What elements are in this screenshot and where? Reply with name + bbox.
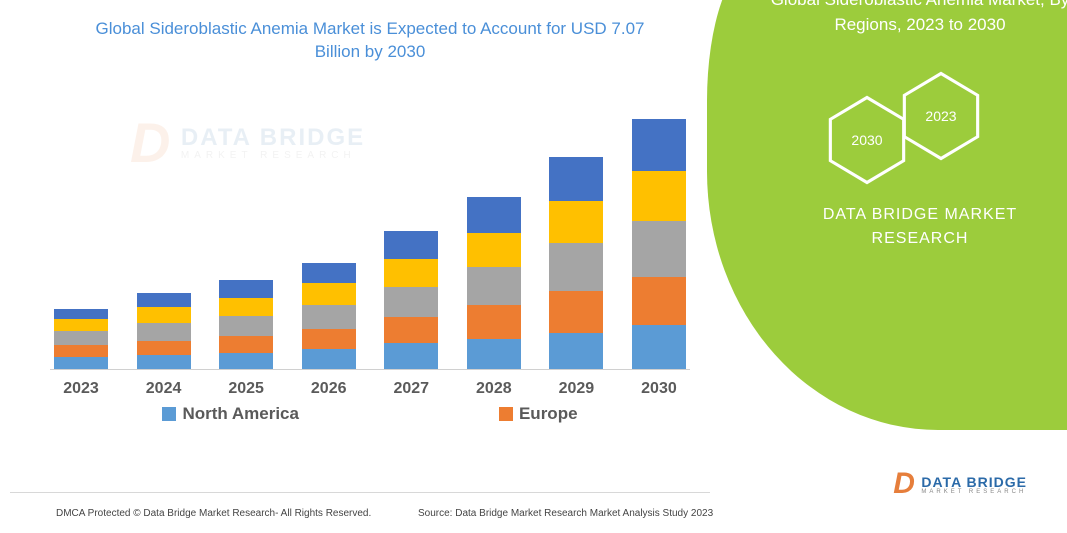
- bar-segment: [549, 291, 603, 333]
- bar-segment: [632, 221, 686, 277]
- bar-group: [219, 280, 273, 369]
- x-axis-label: 2025: [219, 380, 273, 398]
- bar-segment: [54, 345, 108, 357]
- chart-legend: North America Europe: [30, 404, 710, 424]
- logo-corner: D DATA BRIDGE MARKET RESEARCH: [893, 467, 1027, 501]
- bar-segment: [219, 336, 273, 353]
- x-axis-label: 2027: [384, 380, 438, 398]
- x-axis-label: 2024: [137, 380, 191, 398]
- bar-segment: [302, 305, 356, 329]
- footer-copyright: DMCA Protected © Data Bridge Market Rese…: [56, 508, 371, 519]
- x-axis-label: 2026: [302, 380, 356, 398]
- green-callout-shape: Global Sideroblastic Anemia Market, By R…: [707, 0, 1067, 430]
- left-panel: Global Sideroblastic Anemia Market is Ex…: [0, 0, 720, 533]
- brand-text: DATA BRIDGE MARKET RESEARCH: [767, 203, 1067, 251]
- bar-segment: [467, 267, 521, 305]
- bar-segment: [467, 305, 521, 339]
- bar-segment: [632, 325, 686, 369]
- bar-segment: [137, 323, 191, 341]
- bar-group: [632, 119, 686, 369]
- bar-segment: [302, 263, 356, 283]
- hexagon-graphic: 2030 2023: [820, 71, 1020, 191]
- bar-group: [467, 197, 521, 369]
- bar-segment: [384, 317, 438, 343]
- bar-segment: [219, 316, 273, 336]
- logo-line2: MARKET RESEARCH: [921, 489, 1027, 495]
- legend-swatch-icon: [162, 407, 176, 421]
- legend-item-europe: Europe: [499, 404, 578, 424]
- bar-group: [302, 263, 356, 369]
- bar-segment: [54, 309, 108, 319]
- bar-segment: [467, 339, 521, 369]
- bar-segment: [467, 197, 521, 233]
- legend-label: North America: [182, 404, 299, 424]
- logo-line1: DATA BRIDGE: [921, 474, 1027, 490]
- bar-group: [54, 309, 108, 369]
- stacked-bar-chart: 20232024202520262027202820292030: [50, 94, 690, 394]
- bar-segment: [137, 355, 191, 369]
- bar-group: [137, 293, 191, 369]
- bar-segment: [137, 293, 191, 307]
- bar-segment: [219, 298, 273, 316]
- legend-swatch-icon: [499, 407, 513, 421]
- bar-segment: [384, 231, 438, 259]
- bar-segment: [632, 277, 686, 325]
- bar-segment: [54, 319, 108, 331]
- hexagon-2023: 2023: [902, 71, 980, 161]
- bar-segment: [632, 119, 686, 171]
- bar-segment: [54, 357, 108, 369]
- x-axis-label: 2030: [632, 380, 686, 398]
- page-root: Global Sideroblastic Anemia Market is Ex…: [0, 0, 1067, 533]
- chart-title: Global Sideroblastic Anemia Market is Ex…: [90, 18, 650, 64]
- hex-2023-label: 2023: [925, 108, 956, 124]
- legend-item-north-america: North America: [162, 404, 299, 424]
- bar-segment: [549, 157, 603, 201]
- bar-segment: [302, 283, 356, 305]
- hex-2030-label: 2030: [851, 132, 882, 148]
- bar-segment: [549, 243, 603, 291]
- logo-d-icon: D: [893, 467, 915, 501]
- bar-segment: [549, 333, 603, 369]
- bar-group: [384, 231, 438, 369]
- green-content: Global Sideroblastic Anemia Market, By R…: [767, 0, 1067, 251]
- footer-source: Source: Data Bridge Market Research Mark…: [418, 508, 713, 519]
- hexagon-2030: 2030: [828, 95, 906, 185]
- bar-segment: [302, 329, 356, 349]
- x-axis-label: 2028: [467, 380, 521, 398]
- bar-segment: [302, 349, 356, 369]
- right-title: Global Sideroblastic Anemia Market, By R…: [767, 0, 1067, 37]
- bar-segment: [549, 201, 603, 243]
- bar-segment: [137, 307, 191, 323]
- brand-line1: DATA BRIDGE MARKET: [823, 206, 1017, 223]
- bar-segment: [219, 353, 273, 369]
- bar-segment: [137, 341, 191, 355]
- bar-segment: [467, 233, 521, 267]
- bar-segment: [384, 343, 438, 369]
- x-axis-label: 2029: [549, 380, 603, 398]
- footer-divider: [10, 492, 710, 493]
- right-panel: Global Sideroblastic Anemia Market, By R…: [720, 0, 1067, 533]
- x-axis-label: 2023: [54, 380, 108, 398]
- bar-group: [549, 157, 603, 369]
- bar-segment: [632, 171, 686, 221]
- brand-line2: RESEARCH: [872, 230, 969, 247]
- legend-label: Europe: [519, 404, 578, 424]
- bar-segment: [54, 331, 108, 345]
- bar-segment: [219, 280, 273, 298]
- chart-bars-container: [50, 110, 690, 370]
- bar-segment: [384, 259, 438, 287]
- bar-segment: [384, 287, 438, 317]
- x-axis-labels: 2023 2024 2025 2026 2027 2028 2029 2030: [50, 380, 690, 398]
